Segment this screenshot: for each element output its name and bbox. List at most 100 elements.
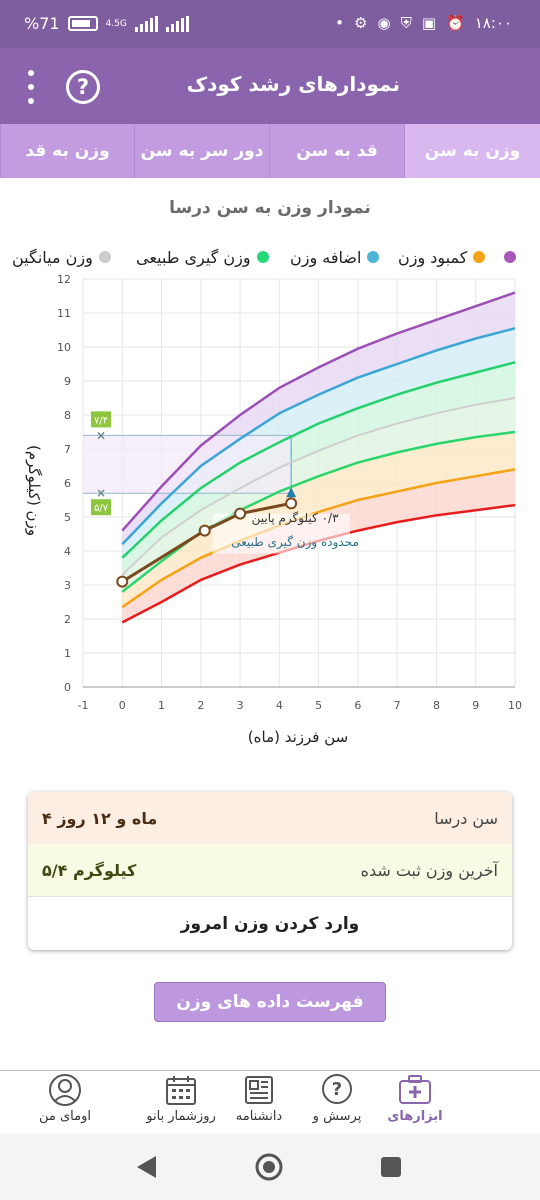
shield-icon: ⛨: [400, 14, 412, 32]
chart-title: نمودار وزن به سن درسا: [169, 198, 371, 218]
label-box-high: [91, 411, 111, 428]
child-weight-point: [116, 575, 129, 588]
network-label: 4.5G: [105, 18, 127, 29]
x-tick-label: 3: [237, 699, 244, 712]
annotation-box: [212, 513, 351, 554]
band-orange: [122, 432, 515, 608]
x-tick-label: 5: [315, 699, 322, 712]
legend-average[interactable]: وزن میانگین: [12, 244, 111, 270]
status-bar: %71 4.5G • ⚙ ◉ ⛨ ▣ ⏰ ۱۸:۰۰: [0, 0, 540, 48]
alarm-icon: ⏰: [446, 14, 465, 32]
band-blue: [122, 328, 515, 558]
x-tick-label: 6: [354, 699, 361, 712]
curve-purple: [121, 291, 516, 532]
x-tick-label: 8: [433, 699, 440, 712]
dot-icon: •: [335, 14, 345, 32]
annotation-line1: ۰/۳ کیلوگرم پایین: [252, 511, 339, 526]
legend-dot: [98, 251, 111, 263]
battery-text: %71: [24, 14, 60, 33]
x-tick-label: 0: [119, 699, 126, 712]
nav-label: دانشنامه: [235, 1109, 283, 1124]
legend-label: وزن میانگین: [12, 247, 93, 267]
weight-label: آخرین وزن ثبت شده: [360, 860, 498, 880]
y-axis-label: وزن (کیلوگرم): [25, 445, 43, 537]
x-tick-label: -1: [78, 699, 89, 712]
label-low: ۵/۷: [94, 503, 109, 514]
tab-bar: وزن به قد دور سر به سن قد به سن وزن به س…: [0, 124, 540, 178]
child-weight-point: [234, 507, 247, 520]
y-tick-label: 0: [64, 681, 71, 694]
clock-text: ۱۸:۰۰: [474, 14, 512, 32]
annotation-line2: محدوده وزن گیری طبیعی: [231, 535, 359, 550]
age-row: ۴ ماه و ۱۲ روز سن درسا: [28, 792, 512, 844]
tab-head-for-age[interactable]: دور سر به سن: [134, 124, 269, 178]
y-tick-label: 4: [64, 545, 71, 558]
help-button[interactable]: ?: [66, 70, 100, 104]
curve-average: [121, 397, 516, 576]
system-nav-bar: [0, 1134, 540, 1200]
legend-dot: [473, 251, 486, 263]
nav-label: پرسش و: [312, 1109, 362, 1124]
triangle-marker: [286, 487, 297, 498]
legend-overweight[interactable]: اضافه وزن: [290, 244, 380, 270]
legend-dot: [367, 251, 380, 263]
app-header: ? نمودارهای رشد کودک: [0, 48, 540, 124]
nav-item-calendar[interactable]: روزشمار بانو: [136, 1073, 226, 1133]
woman-avatar-icon: [49, 1074, 81, 1106]
label-high: ۷/۴: [94, 415, 108, 426]
weight-value: ۵/۴ کیلوگرم: [42, 860, 137, 880]
enter-weight-button[interactable]: وارد کردن وزن امروز: [28, 896, 512, 950]
y-tick-label: 3: [64, 579, 71, 592]
legend-dot: [256, 251, 269, 263]
y-tick-label: 2: [64, 613, 71, 626]
more-vertical-icon[interactable]: [26, 70, 36, 104]
nav-item-tools[interactable]: ابزارهای: [370, 1073, 460, 1133]
band-green-upper: [122, 362, 515, 575]
question-bubble-icon: ?: [322, 1074, 352, 1104]
nav-label: روزشمار بانو: [146, 1109, 216, 1124]
app-icon: ▣: [421, 14, 437, 32]
weight-row: ۵/۴ کیلوگرم آخرین وزن ثبت شده: [28, 844, 512, 896]
y-tick-label: 6: [64, 477, 71, 490]
nav-item-profile[interactable]: اومای من: [20, 1073, 110, 1133]
recents-icon[interactable]: [380, 1156, 402, 1178]
tab-height-for-age[interactable]: قد به سن: [269, 124, 404, 178]
x-marker-high: ×: [96, 428, 106, 442]
x-axis-label: سن فرزند (ماه): [247, 728, 349, 746]
y-tick-label: 5: [64, 511, 71, 524]
bottom-nav: اومای من روزشمار بانو دانشنامه ? پرسش و: [0, 1070, 540, 1134]
nav-label: ابزارهای: [387, 1109, 443, 1124]
x-tick-label: 1: [158, 699, 165, 712]
medical-kit-icon: [399, 1075, 431, 1104]
curve-green-upper: [121, 361, 516, 559]
tab-weight-for-height[interactable]: وزن به قد: [0, 124, 134, 178]
y-tick-label: 9: [64, 375, 71, 388]
nav-label: اومای من: [39, 1109, 91, 1124]
label-box-low: [91, 499, 111, 516]
legend-dot: [504, 251, 516, 263]
back-icon[interactable]: [134, 1154, 158, 1180]
band-purple: [122, 292, 515, 545]
x-tick-label: 9: [472, 699, 479, 712]
nav-item-questions[interactable]: ? پرسش و: [292, 1073, 382, 1133]
info-card: ۴ ماه و ۱۲ روز سن درسا ۵/۴ کیلوگرم آخرین…: [28, 792, 512, 950]
legend-extra[interactable]: [504, 244, 516, 270]
svg-text:?: ?: [332, 1079, 342, 1100]
question-circle-icon: ?: [76, 75, 90, 99]
whatsapp-icon: ◉: [377, 14, 391, 32]
legend-underweight[interactable]: کمبود وزن: [398, 244, 486, 270]
tab-weight-for-age[interactable]: وزن به سن: [404, 124, 540, 178]
gear-icon: ⚙: [354, 14, 368, 32]
curve-blue: [121, 327, 516, 546]
y-tick-label: 11: [57, 307, 71, 320]
nav-item-encyclopedia[interactable]: دانشنامه: [214, 1073, 304, 1133]
weight-list-button[interactable]: فهرست داده های وزن درسا: [154, 982, 386, 1050]
y-tick-label: 8: [64, 409, 71, 422]
home-icon[interactable]: [254, 1152, 284, 1182]
x-marker-low: ×: [96, 486, 106, 500]
age-label: سن درسا: [434, 808, 498, 828]
legend-normal[interactable]: وزن گیری طبیعی: [136, 244, 269, 270]
band-green-lower: [122, 398, 515, 592]
page-title: نمودارهای رشد کودک: [186, 72, 400, 96]
